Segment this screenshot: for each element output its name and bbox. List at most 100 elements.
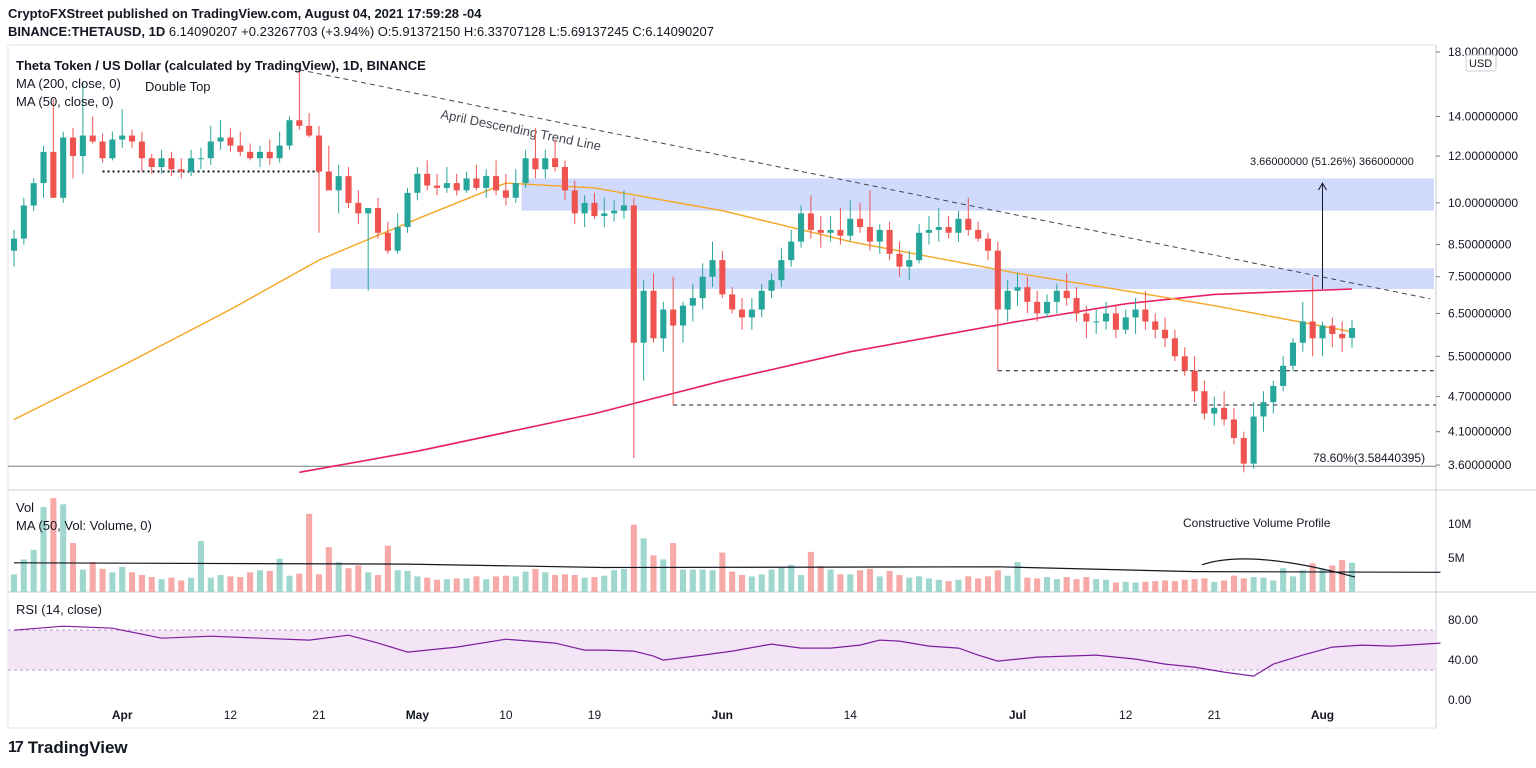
volume-bar [217,575,224,592]
candle-body [1319,325,1326,339]
candle-body [1053,290,1060,302]
candle-body [807,213,814,230]
candle-body [355,202,362,214]
volume-bar [197,541,204,592]
volume-bar [483,579,490,592]
volume-bar [256,570,264,592]
volume-bar [601,575,608,592]
candle-body [532,158,539,170]
volume-bar [748,576,755,592]
tradingview-logo[interactable]: 17 TradingView [8,738,128,758]
volume-bar [886,570,893,592]
date-tick-label: 12 [1119,708,1133,722]
trend-line-label: April Descending Trend Line [439,106,602,153]
candle-body [1270,385,1277,403]
volume-bar [40,507,47,592]
legend-ma50: MA (50, close, 0) [16,94,114,109]
volume-bar [1221,580,1228,592]
volume-bar [207,577,214,592]
volume-bar [1142,581,1149,592]
price-value: 6.14090207 [168,24,238,39]
volume-bar [1053,579,1060,592]
candle-body [935,227,942,230]
volume-bar [1034,578,1041,592]
candle-body [1024,287,1031,302]
candle-body [650,290,657,339]
volume-bar [1162,580,1169,592]
candle-body [896,253,903,267]
candle-body [247,151,254,159]
volume-bar [453,578,460,592]
volume-bar [1093,579,1100,592]
volume-bar [463,578,470,592]
volume-bar [925,578,933,592]
candle-body [168,158,175,170]
volume-bar [119,566,126,592]
currency-label: USD [1469,58,1492,70]
candle-body [502,190,509,198]
candle-body [1348,328,1356,338]
candle-body [1329,325,1336,334]
volume-bar [896,575,903,592]
candle-body [945,227,952,233]
volume-legend: Vol [16,500,35,515]
volume-bar [916,576,923,592]
price-tick-label: 10.00000000 [1448,196,1518,210]
volume-bar [719,552,726,592]
candle-body [748,309,755,318]
volume-bar [1004,575,1011,592]
candle-body [1152,321,1159,330]
candle-body [679,305,687,326]
volume-bar [1270,580,1277,592]
volume-bar [847,574,854,592]
tradingview-logo-icon: 17 [8,739,24,756]
candle-body [561,167,568,191]
volume-bar [1201,578,1208,592]
price-tick-label: 7.50000000 [1448,270,1512,284]
descending-trend-line [299,69,1431,300]
candle-body [473,178,480,188]
volume-bar [394,570,401,592]
date-tick-label: 21 [1208,708,1222,722]
date-tick-label: Apr [112,708,133,722]
date-tick-label: 19 [588,708,602,722]
volume-bar [227,576,234,592]
candle-body [50,151,57,198]
volume-bar [109,572,116,592]
candle-body [758,290,765,310]
volume-bar [99,568,106,592]
volume-bar [247,572,254,592]
plot-frame [7,44,1437,729]
volume-bar [1280,568,1287,592]
volume-bar [866,568,873,592]
volume-bar [552,575,559,592]
candle-body [1142,309,1149,322]
candle-body [1240,438,1247,464]
candle-body [709,260,716,277]
volume-bar [1073,579,1080,592]
volume-bar [827,569,834,592]
volume-bar [286,575,293,592]
candle-body [1221,407,1228,420]
measure-label: 3.66000000 (51.26%) 366000000 [1250,156,1414,168]
open-label: O: [377,24,392,39]
ma50-line [13,182,1353,421]
candle-body [630,205,637,343]
volume-bar [89,562,96,592]
candle-body [916,232,923,261]
rsi-tick-label: 0.00 [1448,693,1472,707]
date-tick-label: 10 [499,708,513,722]
candle-body [237,145,244,152]
volume-bar [424,577,431,592]
candle-body [79,135,86,157]
candle-body [1112,313,1119,330]
candle-body [1004,290,1011,310]
candle-body [276,145,283,159]
candle-body [522,158,529,184]
volume-bar [1211,581,1218,592]
volume-bar [178,580,185,592]
volume-bar [1122,581,1129,592]
candle-body [1280,365,1287,386]
volume-bar [975,578,982,592]
